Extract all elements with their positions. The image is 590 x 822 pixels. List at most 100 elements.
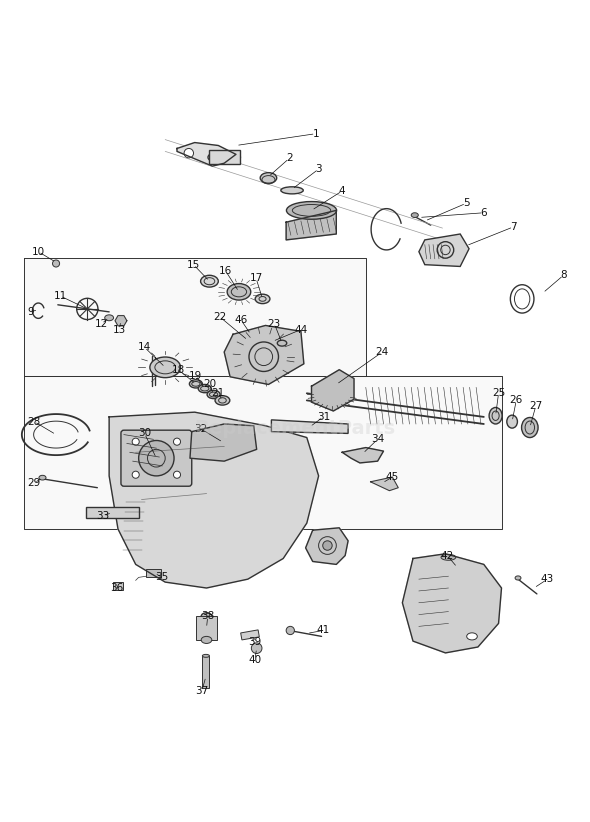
Text: 23: 23 <box>268 319 281 329</box>
Text: 7: 7 <box>510 222 517 232</box>
Polygon shape <box>402 554 502 653</box>
Polygon shape <box>271 420 348 433</box>
Text: 33: 33 <box>97 511 110 521</box>
FancyBboxPatch shape <box>121 430 192 487</box>
Text: 38: 38 <box>201 612 214 621</box>
Polygon shape <box>224 326 304 385</box>
Ellipse shape <box>255 294 270 303</box>
Text: 45: 45 <box>386 472 399 482</box>
Circle shape <box>286 626 294 635</box>
Text: 25: 25 <box>492 388 505 399</box>
Text: 8: 8 <box>560 270 567 280</box>
Polygon shape <box>24 257 366 376</box>
Ellipse shape <box>189 380 202 388</box>
Ellipse shape <box>287 201 336 219</box>
Text: 21: 21 <box>212 388 225 399</box>
Ellipse shape <box>201 275 218 287</box>
Text: 26: 26 <box>510 395 523 405</box>
Bar <box>86 506 139 519</box>
Polygon shape <box>419 234 469 266</box>
Ellipse shape <box>207 390 220 399</box>
Text: 37: 37 <box>195 686 208 696</box>
Text: ReplacementParts: ReplacementParts <box>195 419 395 438</box>
Bar <box>113 582 123 590</box>
Ellipse shape <box>260 173 277 183</box>
Ellipse shape <box>202 654 209 658</box>
Ellipse shape <box>515 576 521 580</box>
Polygon shape <box>115 316 127 326</box>
Text: 24: 24 <box>376 347 389 357</box>
Text: 40: 40 <box>248 655 261 665</box>
Text: 5: 5 <box>463 198 470 208</box>
Text: 36: 36 <box>110 583 123 593</box>
Text: 35: 35 <box>156 572 169 582</box>
Ellipse shape <box>522 418 538 437</box>
Text: 15: 15 <box>187 260 200 270</box>
Text: 34: 34 <box>371 434 384 445</box>
Bar <box>209 150 240 164</box>
Polygon shape <box>109 412 319 588</box>
Bar <box>196 616 217 640</box>
Text: 1: 1 <box>312 129 319 139</box>
Ellipse shape <box>411 213 418 218</box>
Circle shape <box>132 471 139 478</box>
Ellipse shape <box>105 315 113 321</box>
Ellipse shape <box>507 415 517 428</box>
Circle shape <box>173 471 181 478</box>
Text: 14: 14 <box>138 342 151 353</box>
Text: 43: 43 <box>541 574 554 584</box>
Text: 39: 39 <box>248 637 261 647</box>
Text: 41: 41 <box>317 626 330 635</box>
Text: 6: 6 <box>480 208 487 218</box>
Text: 17: 17 <box>250 273 263 284</box>
Text: 19: 19 <box>189 371 202 381</box>
Text: 9: 9 <box>27 307 34 316</box>
Text: 3: 3 <box>315 164 322 174</box>
Text: 20: 20 <box>203 380 216 390</box>
Text: 10: 10 <box>32 247 45 256</box>
Polygon shape <box>342 448 384 463</box>
Polygon shape <box>190 424 257 461</box>
Text: 4: 4 <box>339 186 346 196</box>
Ellipse shape <box>198 385 211 393</box>
Ellipse shape <box>201 636 212 644</box>
Ellipse shape <box>150 357 181 377</box>
Ellipse shape <box>201 612 212 620</box>
Ellipse shape <box>215 395 230 405</box>
Polygon shape <box>312 370 354 411</box>
Circle shape <box>184 149 194 158</box>
Bar <box>241 630 260 640</box>
Text: 28: 28 <box>28 417 41 427</box>
Text: 31: 31 <box>317 412 330 422</box>
Ellipse shape <box>441 554 455 561</box>
Polygon shape <box>306 528 348 565</box>
Circle shape <box>323 541 332 550</box>
Text: 2: 2 <box>286 154 293 164</box>
Text: 46: 46 <box>234 315 247 325</box>
Bar <box>146 569 161 577</box>
Text: 27: 27 <box>529 401 542 411</box>
Circle shape <box>173 438 181 446</box>
Text: 42: 42 <box>441 551 454 561</box>
Text: 22: 22 <box>213 312 226 321</box>
Circle shape <box>139 441 174 476</box>
Text: 18: 18 <box>172 365 185 375</box>
Text: 29: 29 <box>28 478 41 488</box>
Text: 11: 11 <box>54 291 67 301</box>
Ellipse shape <box>467 633 477 640</box>
Ellipse shape <box>227 284 251 300</box>
Circle shape <box>53 260 60 267</box>
Text: 12: 12 <box>95 319 108 329</box>
Text: 13: 13 <box>113 325 126 335</box>
Ellipse shape <box>489 408 502 424</box>
Polygon shape <box>177 142 236 166</box>
Text: 32: 32 <box>194 423 207 434</box>
Ellipse shape <box>39 475 46 480</box>
Circle shape <box>251 643 262 653</box>
Circle shape <box>132 438 139 446</box>
Text: 44: 44 <box>294 325 307 335</box>
Bar <box>202 656 209 688</box>
Text: 30: 30 <box>138 428 151 438</box>
Text: 16: 16 <box>219 266 232 275</box>
Ellipse shape <box>281 187 303 194</box>
